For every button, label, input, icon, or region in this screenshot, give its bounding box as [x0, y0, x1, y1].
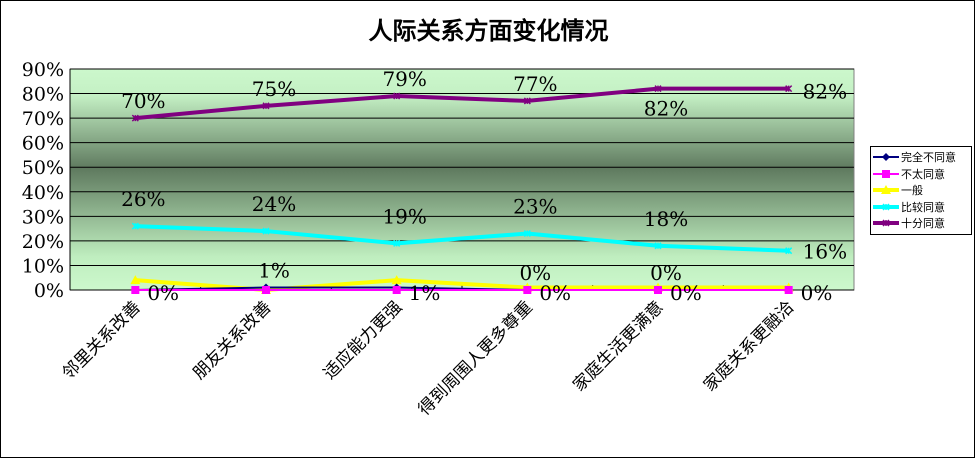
data-label: 18%	[644, 207, 688, 231]
data-point	[393, 92, 401, 100]
data-point	[882, 169, 890, 178]
data-point	[131, 114, 139, 122]
x-tick-label: 家庭关系更融洽	[700, 297, 798, 395]
data-point	[523, 286, 532, 294]
x-tick-label: 得到周围人更多尊重	[415, 297, 537, 419]
data-point	[392, 286, 401, 294]
data-point	[131, 222, 139, 230]
y-tick-label: 10%	[22, 255, 64, 277]
data-point	[785, 247, 793, 255]
data-label: 75%	[252, 77, 296, 101]
x-tick-label: 邻里关系改善	[59, 297, 145, 383]
data-label: 19%	[382, 204, 426, 228]
data-point	[262, 102, 270, 110]
y-tick-label: 30%	[22, 206, 64, 228]
data-point	[262, 227, 270, 235]
x-tick-label: 适应能力更强	[320, 297, 406, 383]
data-point	[523, 229, 531, 238]
data-point	[393, 239, 401, 247]
legend-item: 十分同意	[871, 215, 971, 232]
data-label: 16%	[803, 240, 847, 264]
legend-label: 一般	[901, 184, 923, 198]
plot-area	[69, 68, 855, 291]
data-point	[130, 275, 141, 285]
legend-label: 十分同意	[901, 217, 945, 231]
y-tick-label: 20%	[22, 231, 64, 253]
data-point	[784, 286, 793, 294]
legend-item: 一般	[871, 182, 971, 199]
legend-label: 比较同意	[901, 200, 945, 214]
legend-swatch	[873, 169, 899, 178]
series-1: 0% 1% 0% 0% 0%	[131, 281, 832, 305]
y-tick-label: 40%	[22, 182, 64, 204]
data-label: 0%	[147, 281, 179, 305]
data-label: 77%	[513, 72, 557, 96]
data-point	[262, 286, 270, 294]
data-point	[654, 85, 662, 93]
y-tick-label: 50%	[22, 157, 64, 179]
data-label: 0%	[650, 261, 682, 285]
data-point	[882, 203, 890, 211]
x-tick-label: 家庭生活更满意	[569, 297, 667, 395]
data-point	[882, 153, 890, 162]
y-tick-label: 60%	[22, 133, 64, 155]
legend-swatch	[873, 219, 899, 227]
data-point	[882, 219, 890, 227]
x-tick-label: 朋友关系改善	[189, 297, 275, 383]
legend-label: 完全不同意	[901, 151, 956, 165]
data-point	[391, 275, 402, 285]
data-label: 0%	[670, 281, 702, 305]
data-label: 0%	[539, 281, 571, 305]
data-label: 82%	[644, 97, 688, 121]
data-point	[523, 97, 531, 105]
data-point	[654, 242, 662, 250]
legend-swatch	[873, 185, 899, 195]
data-label: 24%	[252, 192, 296, 216]
data-label: 70%	[121, 89, 165, 113]
data-label: 0%	[519, 261, 551, 285]
data-label: 79%	[382, 67, 426, 91]
legend: 完全不同意不太同意一般比较同意十分同意	[870, 146, 972, 235]
data-point	[881, 185, 891, 195]
legend-item: 完全不同意	[871, 149, 971, 166]
y-tick-label: 0%	[34, 280, 64, 302]
data-label: 1%	[258, 259, 290, 283]
data-point	[654, 286, 662, 294]
series-3: 26% 24% 19% 23% 18% 16%	[121, 187, 847, 264]
legend-item: 不太同意	[871, 166, 971, 183]
y-tick-label: 70%	[22, 108, 64, 130]
series-4: 70% 75% 79% 77% 82% 82%	[121, 67, 847, 122]
chart-title: 人际关系方面变化情况	[368, 17, 609, 45]
legend-swatch	[873, 203, 899, 211]
data-label: 1%	[409, 281, 441, 305]
legend-swatch	[873, 153, 899, 162]
data-label: 82%	[803, 80, 847, 104]
series-line	[135, 224, 789, 253]
data-label: 26%	[121, 187, 165, 211]
series-line	[135, 86, 789, 121]
y-tick-label: 80%	[22, 84, 64, 106]
legend-item: 比较同意	[871, 199, 971, 216]
data-point	[131, 286, 140, 294]
data-label: 23%	[513, 195, 557, 219]
legend-label: 不太同意	[901, 167, 945, 181]
data-point	[785, 85, 793, 93]
data-label: 0%	[801, 281, 833, 305]
y-tick-label: 90%	[22, 59, 64, 81]
